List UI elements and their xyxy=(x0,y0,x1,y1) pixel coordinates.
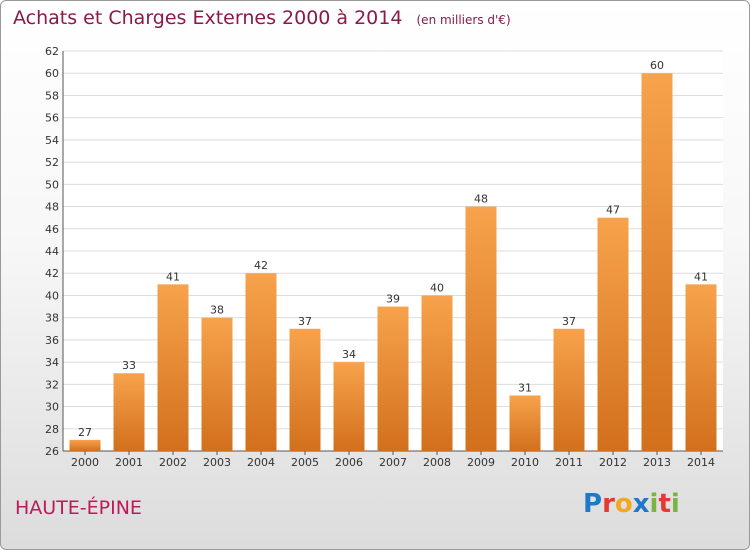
y-tick-label: 34 xyxy=(45,356,59,369)
x-tick-label: 2003 xyxy=(203,456,231,469)
bar xyxy=(157,284,189,451)
y-tick-label: 46 xyxy=(45,223,59,236)
bar xyxy=(465,206,497,451)
bar-value-label: 47 xyxy=(606,204,620,217)
y-tick-label: 32 xyxy=(45,378,59,391)
y-tick-label: 30 xyxy=(45,401,59,414)
bar-value-label: 40 xyxy=(430,281,444,294)
y-tick-label: 56 xyxy=(45,112,59,125)
logo-letter: i xyxy=(649,489,659,519)
commune-name: HAUTE-ÉPINE xyxy=(15,497,142,519)
logo-letter: t xyxy=(658,489,671,519)
logo-letter: o xyxy=(614,489,633,519)
x-tick-label: 2006 xyxy=(335,456,363,469)
y-tick-label: 48 xyxy=(45,201,59,214)
bar xyxy=(553,328,585,451)
bar xyxy=(245,273,277,451)
x-tick-label: 2000 xyxy=(71,456,99,469)
proxiti-logo: Proxiti xyxy=(583,489,680,519)
y-tick-label: 62 xyxy=(45,45,59,58)
bar-value-label: 48 xyxy=(474,193,488,206)
chart-subtitle: (en milliers d'€) xyxy=(416,13,511,27)
x-tick-label: 2008 xyxy=(423,456,451,469)
x-tick-label: 2013 xyxy=(643,456,671,469)
bar xyxy=(333,362,365,451)
x-tick-label: 2009 xyxy=(467,456,495,469)
bar xyxy=(113,373,145,451)
y-tick-label: 52 xyxy=(45,156,59,169)
x-tick-label: 2002 xyxy=(159,456,187,469)
y-tick-label: 60 xyxy=(45,67,59,80)
logo-letter: r xyxy=(602,489,615,519)
bar-value-label: 39 xyxy=(386,293,400,306)
chart-title: Achats et Charges Externes 2000 à 2014 (… xyxy=(13,7,511,29)
y-tick-label: 44 xyxy=(45,245,59,258)
y-tick-label: 58 xyxy=(45,89,59,102)
y-tick-label: 26 xyxy=(45,445,59,458)
x-tick-label: 2012 xyxy=(599,456,627,469)
x-tick-label: 2011 xyxy=(555,456,583,469)
bar-value-label: 33 xyxy=(122,359,136,372)
y-tick-label: 28 xyxy=(45,423,59,436)
bar-value-label: 27 xyxy=(78,426,92,439)
logo-letter: P xyxy=(583,489,603,519)
bar-value-label: 42 xyxy=(254,259,268,272)
y-tick-label: 38 xyxy=(45,312,59,325)
x-tick-label: 2007 xyxy=(379,456,407,469)
bar-value-label: 31 xyxy=(518,381,532,394)
y-tick-label: 54 xyxy=(45,134,59,147)
bar-value-label: 37 xyxy=(298,315,312,328)
y-tick-label: 36 xyxy=(45,334,59,347)
bar xyxy=(421,295,453,451)
x-tick-label: 2014 xyxy=(687,456,715,469)
bar-value-label: 60 xyxy=(650,59,664,72)
bar-value-label: 41 xyxy=(166,270,180,283)
logo-letter: i xyxy=(670,489,680,519)
bar-value-label: 41 xyxy=(694,270,708,283)
x-tick-label: 2001 xyxy=(115,456,143,469)
bar xyxy=(509,395,541,451)
bar xyxy=(597,217,629,451)
chart-title-text: Achats et Charges Externes 2000 à 2014 xyxy=(13,7,403,29)
bar xyxy=(201,317,233,451)
bar-value-label: 34 xyxy=(342,348,356,361)
bar xyxy=(289,328,321,451)
x-tick-label: 2005 xyxy=(291,456,319,469)
x-tick-label: 2010 xyxy=(511,456,539,469)
y-tick-label: 42 xyxy=(45,267,59,280)
y-tick-label: 50 xyxy=(45,178,59,191)
bar xyxy=(69,439,101,451)
bar xyxy=(377,306,409,451)
bar-value-label: 37 xyxy=(562,315,576,328)
logo-letter: x xyxy=(632,489,650,519)
x-tick-label: 2004 xyxy=(247,456,275,469)
bar xyxy=(641,73,673,451)
bar-value-label: 38 xyxy=(210,304,224,317)
y-tick-label: 40 xyxy=(45,289,59,302)
bar xyxy=(685,284,717,451)
